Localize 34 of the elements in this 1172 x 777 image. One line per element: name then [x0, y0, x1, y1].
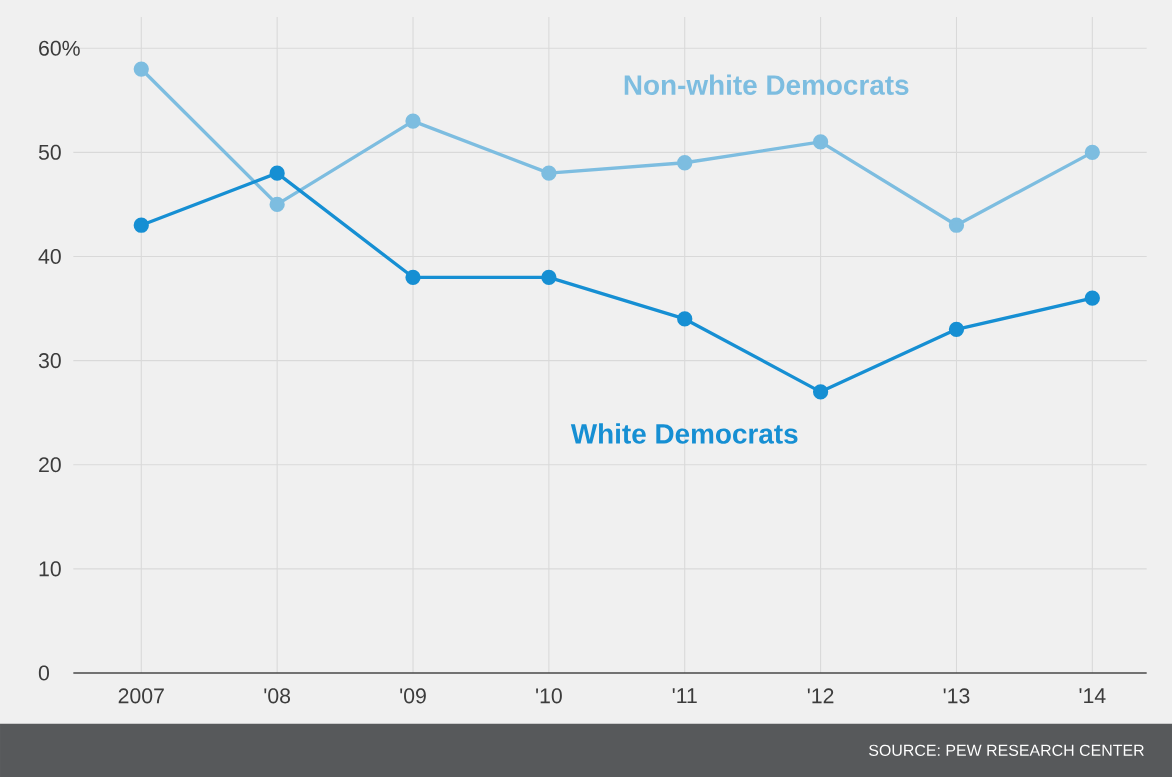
point — [269, 196, 285, 213]
point — [1084, 290, 1100, 306]
x-tick-label: '09 — [400, 688, 426, 704]
x-tick-label: '10 — [536, 688, 562, 704]
point — [812, 134, 829, 150]
point — [812, 384, 829, 400]
y-tick-label: 0 — [38, 665, 50, 681]
x-tick-label: '11 — [672, 688, 697, 703]
point — [677, 155, 693, 171]
y-tick-label: 50 — [38, 144, 61, 160]
point — [269, 165, 285, 181]
point — [948, 321, 965, 337]
y-tick-label: 60% — [39, 40, 80, 56]
y-tick-label: 40 — [38, 248, 61, 264]
x-tick-label: '08 — [264, 688, 291, 704]
point — [541, 269, 557, 285]
x-tick-label: '12 — [807, 688, 834, 704]
point — [133, 61, 149, 77]
x-tick-label: 2007 — [118, 688, 164, 704]
point — [1084, 144, 1100, 160]
source-note: SOURCE: PEW RESEARCH CENTER — [869, 744, 1144, 756]
text: Non-white Democrats — [624, 74, 909, 95]
series-label: White Democrats — [570, 423, 798, 444]
point — [133, 217, 149, 233]
x-tick-label: '13 — [943, 688, 970, 704]
x-tick-label: '14 — [1079, 688, 1106, 703]
point — [677, 311, 693, 327]
point — [405, 269, 421, 285]
y-tick-label: 30 — [38, 353, 61, 369]
y-tick-label: 20 — [39, 457, 61, 473]
y-tick-label: 10 — [39, 561, 61, 577]
point — [948, 217, 965, 233]
point — [405, 113, 421, 129]
point — [541, 165, 557, 181]
